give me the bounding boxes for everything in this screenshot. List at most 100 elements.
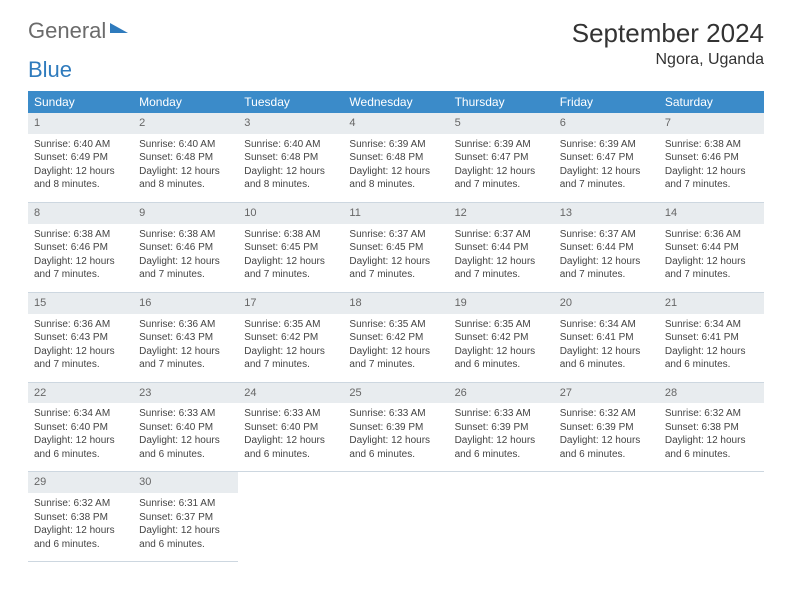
- daylight-line: Daylight: 12 hours and 7 minutes.: [665, 165, 758, 192]
- weekday-header: Saturday: [659, 91, 764, 113]
- sunrise-line: Sunrise: 6:35 AM: [455, 318, 548, 332]
- calendar-day-cell: 6Sunrise: 6:39 AMSunset: 6:47 PMDaylight…: [554, 113, 659, 202]
- sunset-line: Sunset: 6:48 PM: [139, 151, 232, 165]
- day-number: 2: [133, 113, 238, 134]
- daylight-line: Daylight: 12 hours and 7 minutes.: [34, 345, 127, 372]
- month-title: September 2024: [572, 18, 764, 49]
- day-number: 13: [554, 203, 659, 224]
- day-details: Sunrise: 6:36 AMSunset: 6:43 PMDaylight:…: [28, 314, 133, 382]
- sunrise-line: Sunrise: 6:37 AM: [560, 228, 653, 242]
- sunrise-line: Sunrise: 6:33 AM: [455, 407, 548, 421]
- sunset-line: Sunset: 6:42 PM: [349, 331, 442, 345]
- sunrise-line: Sunrise: 6:36 AM: [139, 318, 232, 332]
- sunset-line: Sunset: 6:48 PM: [244, 151, 337, 165]
- day-number: 11: [343, 203, 448, 224]
- logo: General: [28, 18, 128, 44]
- sunset-line: Sunset: 6:44 PM: [455, 241, 548, 255]
- daylight-line: Daylight: 12 hours and 6 minutes.: [34, 434, 127, 461]
- sunrise-line: Sunrise: 6:40 AM: [139, 138, 232, 152]
- day-number: 26: [449, 383, 554, 404]
- sunset-line: Sunset: 6:37 PM: [139, 511, 232, 525]
- daylight-line: Daylight: 12 hours and 7 minutes.: [560, 255, 653, 282]
- calendar-day-cell: [449, 472, 554, 562]
- sunrise-line: Sunrise: 6:36 AM: [665, 228, 758, 242]
- daylight-line: Daylight: 12 hours and 6 minutes.: [665, 434, 758, 461]
- sunset-line: Sunset: 6:39 PM: [560, 421, 653, 435]
- day-details: Sunrise: 6:39 AMSunset: 6:47 PMDaylight:…: [449, 134, 554, 202]
- day-details: Sunrise: 6:40 AMSunset: 6:48 PMDaylight:…: [133, 134, 238, 202]
- sunrise-line: Sunrise: 6:40 AM: [34, 138, 127, 152]
- sunset-line: Sunset: 6:40 PM: [139, 421, 232, 435]
- daylight-line: Daylight: 12 hours and 6 minutes.: [244, 434, 337, 461]
- weekday-header: Tuesday: [238, 91, 343, 113]
- daylight-line: Daylight: 12 hours and 6 minutes.: [139, 434, 232, 461]
- day-details: Sunrise: 6:35 AMSunset: 6:42 PMDaylight:…: [238, 314, 343, 382]
- sunset-line: Sunset: 6:41 PM: [560, 331, 653, 345]
- day-details: Sunrise: 6:36 AMSunset: 6:43 PMDaylight:…: [133, 314, 238, 382]
- day-number: 18: [343, 293, 448, 314]
- logo-word2: Blue: [28, 57, 72, 82]
- sunset-line: Sunset: 6:39 PM: [349, 421, 442, 435]
- day-number: 14: [659, 203, 764, 224]
- calendar-day-cell: 2Sunrise: 6:40 AMSunset: 6:48 PMDaylight…: [133, 113, 238, 202]
- sunrise-line: Sunrise: 6:34 AM: [560, 318, 653, 332]
- daylight-line: Daylight: 12 hours and 6 minutes.: [349, 434, 442, 461]
- day-number: 6: [554, 113, 659, 134]
- sunrise-line: Sunrise: 6:32 AM: [665, 407, 758, 421]
- sunset-line: Sunset: 6:38 PM: [665, 421, 758, 435]
- day-number: 25: [343, 383, 448, 404]
- day-details: Sunrise: 6:38 AMSunset: 6:46 PMDaylight:…: [28, 224, 133, 292]
- calendar-day-cell: 19Sunrise: 6:35 AMSunset: 6:42 PMDayligh…: [449, 292, 554, 382]
- calendar-week-row: 15Sunrise: 6:36 AMSunset: 6:43 PMDayligh…: [28, 292, 764, 382]
- daylight-line: Daylight: 12 hours and 6 minutes.: [34, 524, 127, 551]
- sunrise-line: Sunrise: 6:32 AM: [560, 407, 653, 421]
- day-number: 5: [449, 113, 554, 134]
- calendar-day-cell: 13 Sunrise: 6:37 AMSunset: 6:44 PMDayligh…: [554, 202, 659, 292]
- daylight-line: Daylight: 12 hours and 7 minutes.: [349, 345, 442, 372]
- logo-triangle-icon: [110, 23, 128, 33]
- sunrise-line: Sunrise: 6:39 AM: [560, 138, 653, 152]
- sunset-line: Sunset: 6:46 PM: [34, 241, 127, 255]
- day-details: Sunrise: 6:37 AMSunset: 6:45 PMDaylight:…: [343, 224, 448, 292]
- sunset-line: Sunset: 6:49 PM: [34, 151, 127, 165]
- sunset-line: Sunset: 6:42 PM: [455, 331, 548, 345]
- calendar-day-cell: [238, 472, 343, 562]
- day-details: Sunrise: 6:32 AMSunset: 6:38 PMDaylight:…: [28, 493, 133, 561]
- calendar-day-cell: 4Sunrise: 6:39 AMSunset: 6:48 PMDaylight…: [343, 113, 448, 202]
- daylight-line: Daylight: 12 hours and 8 minutes.: [139, 165, 232, 192]
- sunrise-line: Sunrise: 6:33 AM: [139, 407, 232, 421]
- sunset-line: Sunset: 6:43 PM: [139, 331, 232, 345]
- day-number: 17: [238, 293, 343, 314]
- sunrise-line: Sunrise: 6:35 AM: [244, 318, 337, 332]
- sunset-line: Sunset: 6:40 PM: [244, 421, 337, 435]
- sunrise-line: Sunrise: 6:37 AM: [455, 228, 548, 242]
- calendar-day-cell: 26Sunrise: 6:33 AMSunset: 6:39 PMDayligh…: [449, 382, 554, 472]
- day-details: Sunrise: 6:34 AMSunset: 6:40 PMDaylight:…: [28, 403, 133, 471]
- day-details: Sunrise: 6:33 AMSunset: 6:39 PMDaylight:…: [449, 403, 554, 471]
- calendar-day-cell: 12Sunrise: 6:37 AMSunset: 6:44 PMDayligh…: [449, 202, 554, 292]
- calendar-day-cell: [659, 472, 764, 562]
- day-details: Sunrise: 6:36 AMSunset: 6:44 PMDaylight:…: [659, 224, 764, 292]
- sunrise-line: Sunrise: 6:34 AM: [665, 318, 758, 332]
- daylight-line: Daylight: 12 hours and 6 minutes.: [560, 434, 653, 461]
- calendar-day-cell: 24Sunrise: 6:33 AMSunset: 6:40 PMDayligh…: [238, 382, 343, 472]
- day-details: Sunrise: 6:33 AMSunset: 6:39 PMDaylight:…: [343, 403, 448, 471]
- sunrise-line: Sunrise: 6:38 AM: [665, 138, 758, 152]
- calendar-day-cell: 23 Sunrise: 6:33 AMSunset: 6:40 PMDayligh…: [133, 382, 238, 472]
- calendar-day-cell: 18Sunrise: 6:35 AMSunset: 6:42 PMDayligh…: [343, 292, 448, 382]
- sunset-line: Sunset: 6:47 PM: [455, 151, 548, 165]
- sunset-line: Sunset: 6:44 PM: [560, 241, 653, 255]
- calendar-day-cell: 14Sunrise: 6:36 AMSunset: 6:44 PMDayligh…: [659, 202, 764, 292]
- calendar-day-cell: 21Sunrise: 6:34 AMSunset: 6:41 PMDayligh…: [659, 292, 764, 382]
- daylight-line: Daylight: 12 hours and 7 minutes.: [244, 255, 337, 282]
- calendar-day-cell: 3Sunrise: 6:40 AMSunset: 6:48 PMDaylight…: [238, 113, 343, 202]
- calendar-day-cell: 22Sunrise: 6:34 AMSunset: 6:40 PMDayligh…: [28, 382, 133, 472]
- daylight-line: Daylight: 12 hours and 6 minutes.: [665, 345, 758, 372]
- calendar-day-cell: 29Sunrise: 6:32 AMSunset: 6:38 PMDayligh…: [28, 472, 133, 562]
- logo-word1: General: [28, 18, 106, 44]
- sunrise-line: Sunrise: 6:38 AM: [244, 228, 337, 242]
- sunset-line: Sunset: 6:43 PM: [34, 331, 127, 345]
- day-number: 23: [133, 383, 238, 404]
- sunset-line: Sunset: 6:38 PM: [34, 511, 127, 525]
- sunrise-line: Sunrise: 6:32 AM: [34, 497, 127, 511]
